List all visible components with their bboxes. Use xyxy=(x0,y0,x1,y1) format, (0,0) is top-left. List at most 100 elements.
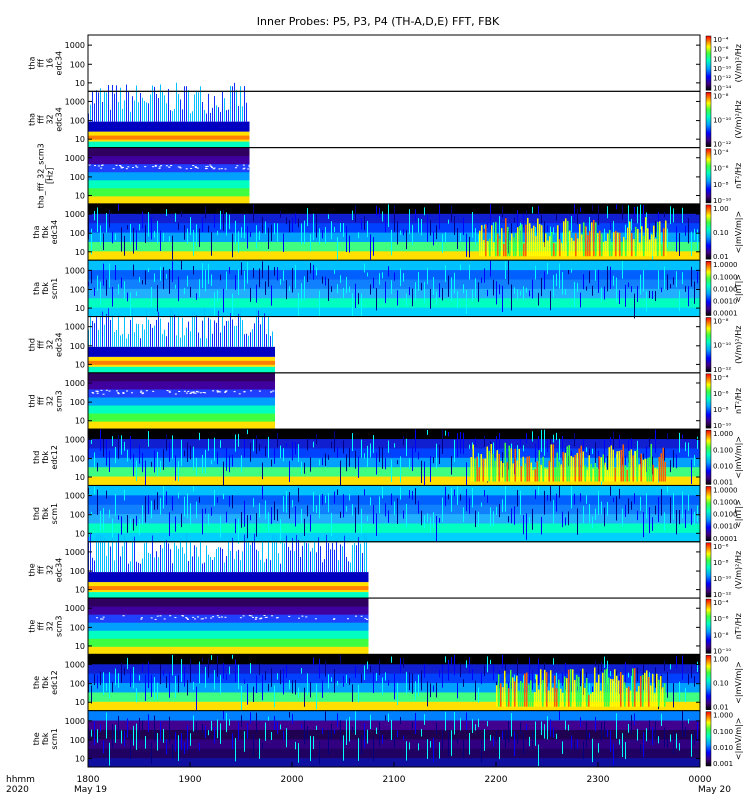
fbk-streak xyxy=(313,736,314,750)
fbk-streak xyxy=(172,235,173,260)
fbk-streak xyxy=(352,726,353,733)
fbk-streak xyxy=(448,219,449,224)
fbk-streak xyxy=(664,448,665,461)
fbk-streak xyxy=(130,435,131,460)
wave-activity xyxy=(492,453,494,482)
fbk-streak xyxy=(607,456,608,473)
fbk-streak xyxy=(118,434,119,459)
fbk-streak xyxy=(634,207,635,218)
fbk-streak xyxy=(319,494,320,519)
fbk-streak xyxy=(121,662,122,683)
fff-spike xyxy=(360,543,361,573)
fbk-streak xyxy=(286,217,287,225)
fff-spike xyxy=(152,535,153,573)
wave-activity xyxy=(581,234,583,257)
fff-spike xyxy=(240,560,241,573)
wave-activity xyxy=(595,222,597,257)
fbk-streak xyxy=(97,729,98,743)
fbk-streak xyxy=(328,493,329,513)
fff-spike xyxy=(190,113,191,122)
y-tick-label: 10 xyxy=(75,698,85,707)
fbk-streak xyxy=(355,666,356,678)
fff-spike xyxy=(222,313,223,347)
fbk-streak xyxy=(466,712,467,730)
fbk-streak xyxy=(277,267,278,281)
fbk-streak xyxy=(418,674,419,697)
fbk-streak xyxy=(262,742,263,749)
scm-dot xyxy=(115,164,118,166)
x-tick-label: 2100 xyxy=(383,775,406,785)
fbk-streak xyxy=(175,732,176,752)
fff-spike xyxy=(226,321,227,347)
fbk-streak xyxy=(529,290,530,297)
fbk-streak xyxy=(427,215,428,242)
wave-activity xyxy=(491,225,493,257)
fbk-streak xyxy=(316,214,317,238)
wave-activity xyxy=(507,226,509,257)
fbk-streak xyxy=(142,452,143,473)
fbk-streak xyxy=(292,217,293,232)
fbk-streak xyxy=(604,656,605,668)
scm-dot xyxy=(152,390,155,392)
fbk-streak xyxy=(247,683,248,705)
colorbar-tick-label: 0.1000 xyxy=(713,499,738,507)
fbk-streak xyxy=(379,273,380,285)
fbk-streak xyxy=(178,735,179,761)
wave-activity xyxy=(634,668,636,707)
fbk-streak xyxy=(124,489,125,501)
y-axis-label: edc34 xyxy=(55,107,64,132)
fbk-streak xyxy=(322,230,323,239)
fff-spike xyxy=(132,308,133,347)
fbk-streak xyxy=(196,224,197,247)
fff-spike xyxy=(176,82,177,122)
wave-activity xyxy=(572,457,574,482)
fbk-streak xyxy=(502,206,503,218)
fbk-streak xyxy=(247,515,248,539)
wave-activity xyxy=(549,236,551,257)
fbk-streak xyxy=(241,262,242,276)
fbk-streak xyxy=(124,731,125,747)
wave-activity xyxy=(476,456,478,482)
wave-activity xyxy=(559,239,561,257)
fff-spike xyxy=(150,553,151,573)
fbk-streak xyxy=(469,444,470,449)
scm-band xyxy=(88,396,275,406)
wave-activity xyxy=(517,227,519,257)
wave-activity xyxy=(470,457,472,482)
colorbar-tick-label: 1.00 xyxy=(713,205,729,213)
wave-activity xyxy=(588,455,590,482)
fbk-streak xyxy=(397,460,398,465)
fbk-streak xyxy=(511,223,512,242)
fff-spike xyxy=(308,543,309,573)
fbk-streak xyxy=(421,460,422,484)
wave-activity xyxy=(533,225,535,257)
fbk-streak xyxy=(406,503,407,528)
wave-activity xyxy=(602,454,604,482)
y-axis-label: thd xyxy=(28,394,37,407)
fbk-streak xyxy=(349,286,350,293)
fbk-streak xyxy=(343,440,344,454)
scm-band xyxy=(88,413,275,422)
fbk-streak xyxy=(535,489,536,500)
fbk-streak xyxy=(628,723,629,733)
fbk-streak xyxy=(235,220,236,245)
fff-spike xyxy=(104,91,105,122)
fbk-streak xyxy=(376,452,377,475)
fbk-streak xyxy=(463,679,464,687)
wave-activity xyxy=(612,449,614,482)
fbk-streak xyxy=(358,293,359,305)
y-axis-label: fbk xyxy=(41,225,50,238)
fbk-streak xyxy=(367,729,368,744)
fff-spike xyxy=(184,335,185,347)
fbk-streak xyxy=(682,655,683,680)
wave-activity xyxy=(490,443,492,482)
wave-activity xyxy=(496,685,498,707)
scm-dot xyxy=(168,391,171,393)
fbk-streak xyxy=(334,491,335,504)
fbk-streak xyxy=(640,204,641,230)
wave-activity xyxy=(646,670,648,707)
fbk-streak xyxy=(451,730,452,756)
fbk-streak xyxy=(118,284,119,295)
fbk-streak xyxy=(550,486,551,502)
